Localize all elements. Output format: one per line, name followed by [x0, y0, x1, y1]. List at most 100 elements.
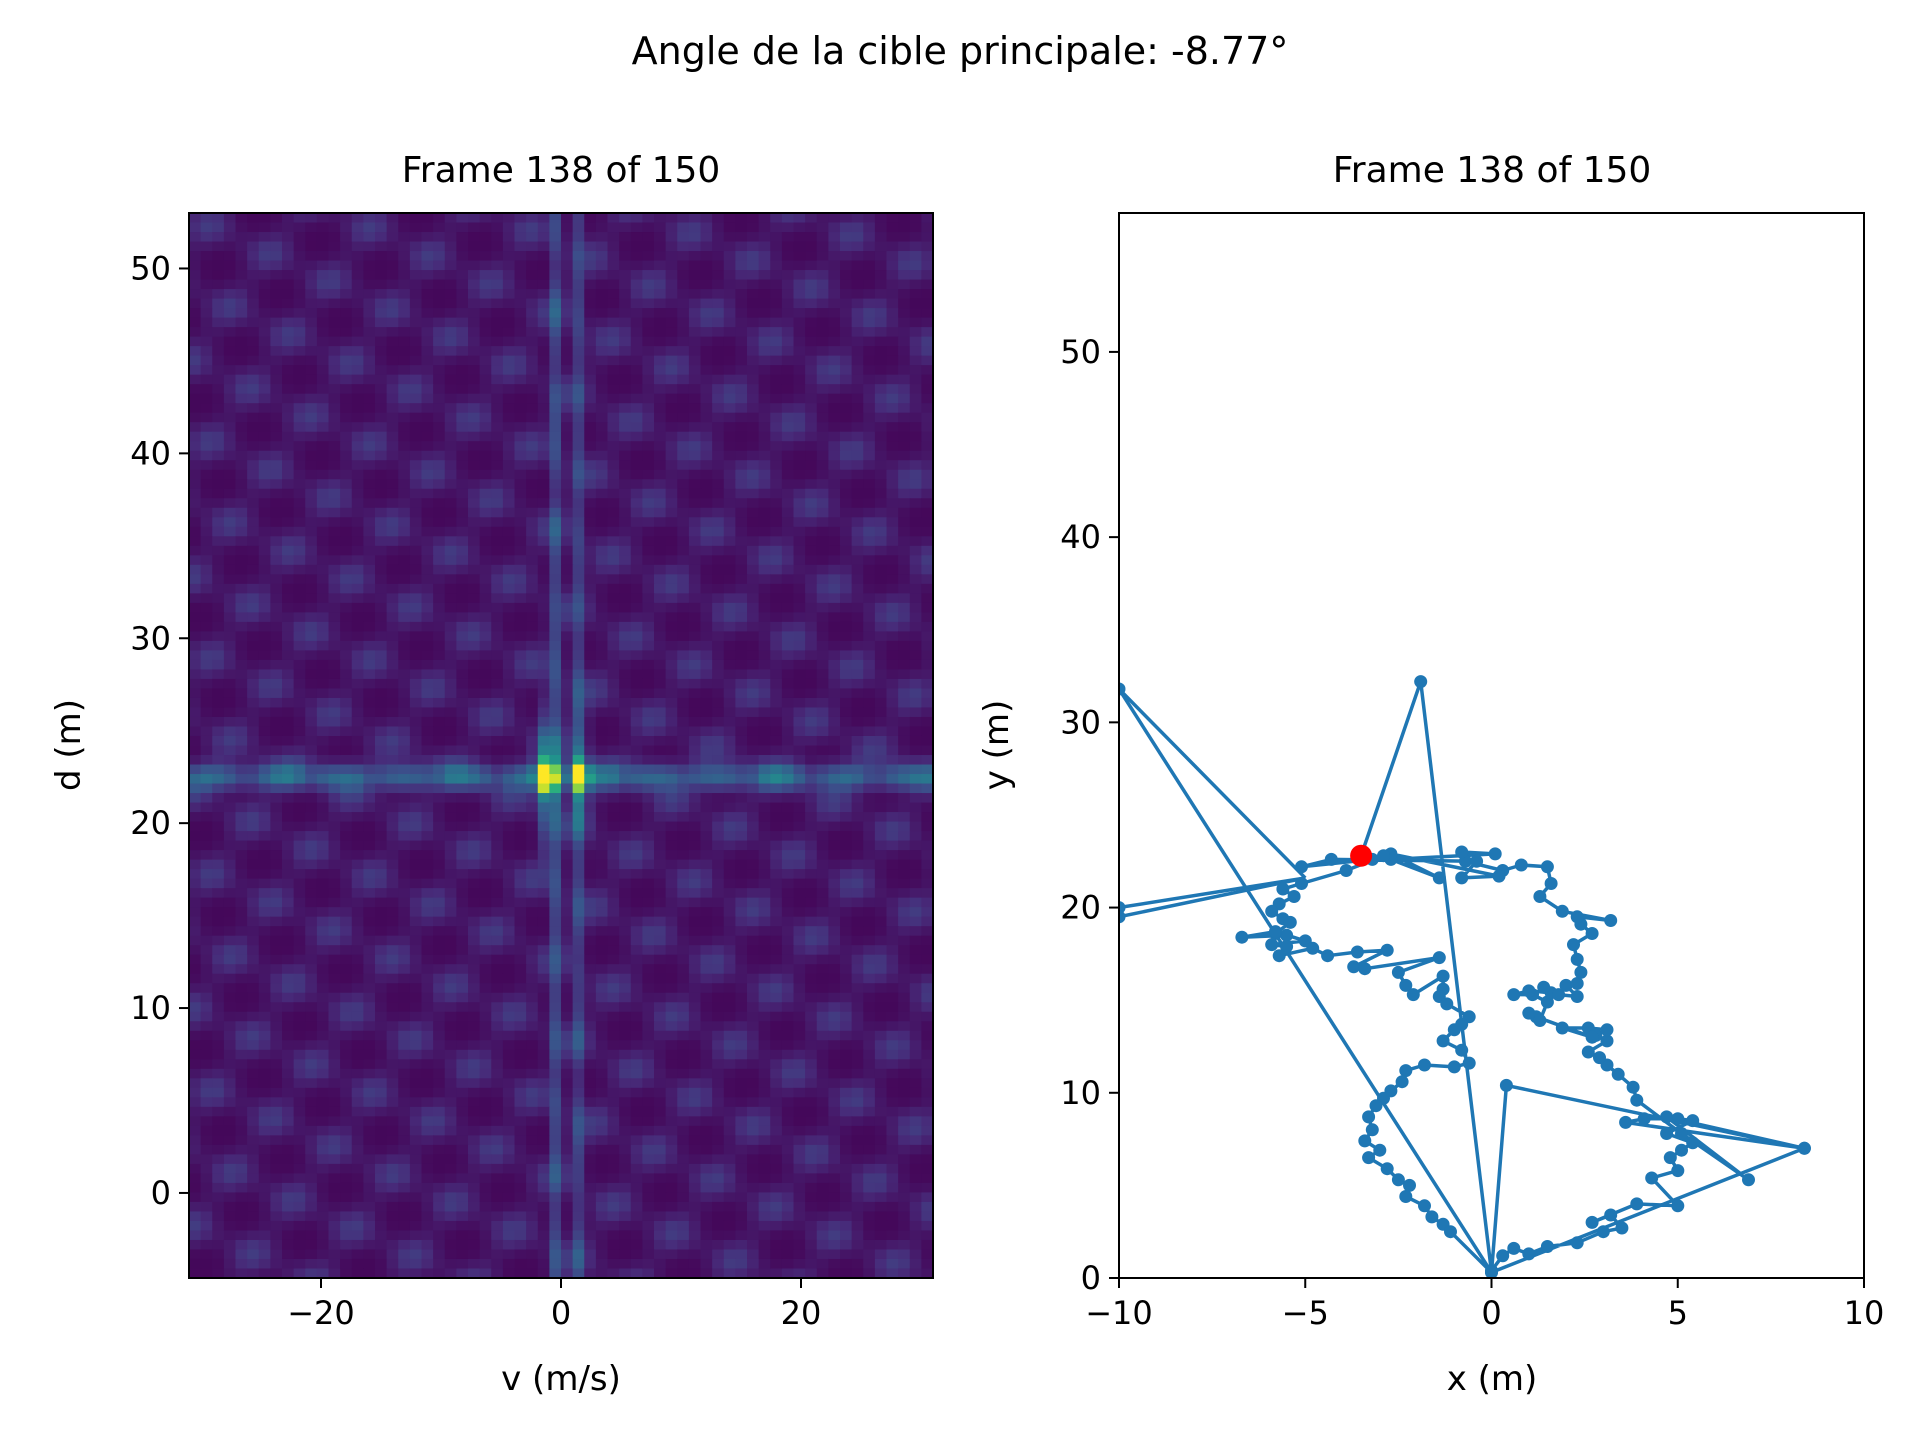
heatmap-cell — [479, 716, 492, 728]
heatmap-cell — [270, 897, 283, 908]
heatmap-cell — [793, 479, 806, 490]
heatmap-cell — [421, 821, 434, 832]
heatmap-cell — [642, 441, 655, 452]
heatmap-cell — [305, 850, 318, 861]
heatmap-cell — [340, 507, 353, 518]
heatmap-cell — [502, 935, 516, 946]
heatmap-cell — [735, 859, 748, 870]
heatmap-cell — [700, 384, 713, 395]
heatmap-cell — [688, 498, 702, 509]
heatmap-cell — [700, 793, 713, 804]
heatmap-cell — [595, 659, 609, 671]
heatmap-cell — [909, 926, 922, 937]
heatmap-cell — [375, 697, 388, 709]
heatmap-cell — [351, 593, 364, 604]
heatmap-cell — [258, 888, 271, 899]
heatmap-cell — [688, 450, 702, 461]
heatmap-cell — [316, 517, 330, 528]
heatmap-cell — [735, 346, 748, 357]
heatmap-cell — [398, 222, 411, 233]
heatmap-cell — [909, 279, 922, 290]
heatmap-cell — [526, 403, 539, 414]
heatmap-cell — [514, 346, 527, 357]
heatmap-cell — [607, 669, 620, 680]
heatmap-cell — [886, 926, 899, 937]
heatmap-cell — [572, 783, 585, 794]
heatmap-cell — [502, 640, 516, 652]
heatmap-cell — [874, 745, 888, 756]
heatmap-cell — [386, 526, 399, 537]
heatmap-cell — [537, 270, 550, 281]
heatmap-cell — [584, 336, 597, 347]
heatmap-cell — [712, 374, 725, 385]
heatmap-cell — [537, 793, 550, 804]
heatmap-cell — [828, 431, 841, 442]
heatmap-cell — [223, 640, 237, 652]
heatmap-cell — [921, 602, 934, 613]
heatmap-cell — [607, 469, 620, 480]
heatmap-cell — [747, 888, 760, 899]
heatmap-cell — [863, 697, 876, 709]
heatmap-cell — [793, 945, 806, 956]
heatmap-cell — [258, 412, 271, 423]
heatmap-cell — [270, 878, 283, 889]
heatmap-cell — [386, 935, 399, 946]
heatmap-cell — [328, 774, 341, 785]
heatmap-cell — [584, 232, 597, 243]
heatmap-cell — [375, 289, 388, 300]
heatmap-cell — [409, 612, 423, 623]
heatmap-cell — [619, 612, 632, 623]
heatmap-cell — [781, 697, 795, 709]
heatmap-cell — [398, 270, 411, 281]
heatmap-cell — [479, 241, 492, 252]
heatmap-cell — [874, 888, 888, 899]
heatmap-cell — [340, 935, 353, 946]
heatmap-cell — [654, 859, 667, 870]
heatmap-cell — [805, 640, 818, 652]
heatmap-cell — [200, 241, 213, 252]
heatmap-cell — [607, 545, 620, 556]
heatmap-cell — [223, 469, 237, 480]
heatmap-cell — [491, 935, 504, 946]
heatmap-cell — [595, 289, 609, 300]
heatmap-cell — [735, 327, 748, 338]
heatmap-cell — [770, 859, 783, 870]
heatmap-cell — [723, 251, 736, 262]
heatmap-cell — [340, 840, 353, 851]
heatmap-cell — [409, 374, 423, 385]
heatmap-cell — [328, 327, 341, 338]
heatmap-cell — [305, 279, 318, 290]
heatmap-cell — [316, 859, 330, 870]
heatmap-cell — [735, 365, 748, 376]
heatmap-cell — [514, 384, 527, 395]
heatmap-cell — [293, 926, 306, 937]
heatmap-cell — [898, 317, 911, 328]
heatmap-cell — [526, 479, 539, 490]
heatmap-cell — [723, 450, 736, 461]
heatmap-cell — [828, 241, 841, 252]
heatmap-cell — [874, 327, 888, 338]
heatmap-cell — [677, 888, 690, 899]
heatmap-cell — [898, 536, 911, 547]
heatmap-cell — [781, 441, 795, 452]
heatmap-cell — [700, 593, 713, 604]
heatmap-cell — [863, 707, 876, 718]
heatmap-cell — [886, 279, 899, 290]
heatmap-cell — [351, 479, 364, 490]
heatmap-cell — [840, 716, 853, 728]
heatmap-cell — [921, 678, 934, 690]
heatmap-cell — [433, 574, 446, 585]
heatmap-cell — [537, 735, 550, 747]
heatmap-cell — [886, 916, 899, 927]
heatmap-cell — [433, 241, 446, 252]
heatmap-cell — [235, 317, 248, 328]
heatmap-cell — [874, 422, 888, 433]
heatmap-cell — [223, 422, 237, 433]
heatmap-cell — [270, 935, 283, 946]
heatmap-cell — [886, 688, 899, 699]
heatmap-cell — [502, 365, 516, 376]
heatmap-cell — [398, 716, 411, 728]
heatmap-cell — [479, 507, 492, 518]
heatmap-cell — [758, 241, 771, 252]
heatmap-cell — [770, 707, 783, 718]
